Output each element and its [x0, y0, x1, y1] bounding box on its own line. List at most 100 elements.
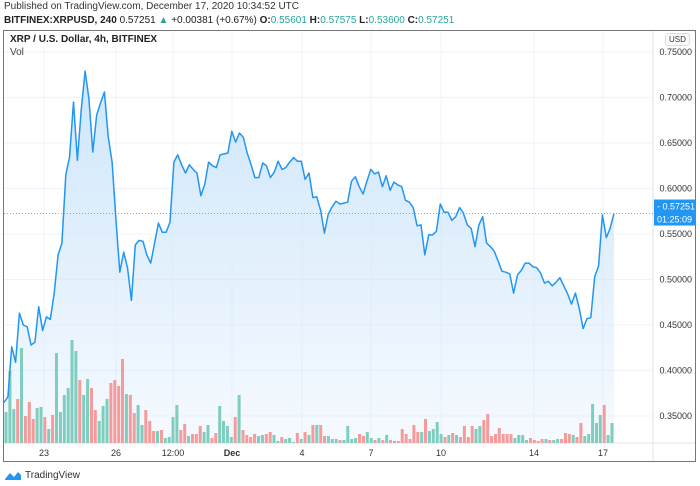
volume-bar	[404, 434, 408, 443]
x-tick-label: 4	[299, 448, 304, 458]
volume-bar	[210, 438, 214, 443]
volume-bar	[330, 439, 334, 443]
volume-bar	[459, 437, 462, 443]
volume-bar	[86, 379, 90, 443]
volume-bar	[490, 436, 494, 443]
volume-bar	[393, 441, 396, 443]
volume-bar	[82, 395, 86, 443]
volume-bar	[229, 437, 233, 443]
volume-bar	[222, 421, 225, 443]
volume-bar	[159, 430, 163, 443]
volume-bar	[482, 420, 486, 443]
volume-bar	[280, 437, 284, 443]
symbol-label: BITFINEX:XRPUSD, 240	[4, 15, 117, 26]
volume-bar	[369, 438, 373, 443]
volume-bar	[431, 429, 435, 443]
volume-bar	[462, 426, 466, 443]
volume-bar	[478, 426, 482, 443]
volume-bar	[470, 426, 474, 443]
volume-bar	[191, 434, 194, 443]
price-area-fill	[4, 71, 614, 443]
volume-bar	[51, 415, 55, 443]
volume-bar	[455, 435, 459, 443]
volume-bar	[439, 434, 443, 443]
volume-bar	[39, 407, 43, 443]
volume-bar	[389, 440, 393, 443]
volume-bar	[93, 410, 97, 443]
volume-bar	[517, 435, 521, 443]
price-change: +0.00381 (+0.67%)	[171, 15, 257, 26]
volume-bar	[8, 371, 12, 443]
volume-bar	[365, 432, 369, 443]
volume-bar	[128, 395, 132, 443]
volume-bar	[536, 441, 540, 443]
volume-bar	[595, 423, 598, 443]
volume-bar	[90, 388, 93, 443]
volume-bar	[505, 434, 509, 443]
volume-legend: Vol	[10, 47, 24, 58]
open-value: 0.55601	[270, 15, 307, 26]
volume-bar	[35, 408, 39, 443]
volume-bar	[156, 431, 159, 443]
tradingview-logo-icon	[5, 472, 21, 480]
volume-bar	[381, 440, 385, 443]
volume-bar	[307, 435, 311, 443]
close-label: C:	[407, 15, 419, 26]
tradingview-label: TradingView	[25, 469, 81, 481]
volume-bar	[567, 434, 571, 443]
volume-bar	[183, 424, 187, 443]
tradingview-logo[interactable]: TradingView	[4, 469, 80, 481]
volume-bar	[513, 438, 517, 443]
volume-bar	[563, 433, 567, 443]
volume-bar	[338, 440, 342, 443]
volume-bar	[361, 436, 365, 443]
volume-bar	[385, 435, 389, 443]
x-tick-label: 14	[529, 448, 539, 458]
volume-bar	[152, 431, 156, 443]
volume-bar	[58, 412, 62, 443]
volume-bar	[319, 425, 323, 443]
volume-bar	[583, 436, 587, 443]
volume-bar	[194, 434, 198, 443]
volume-bar	[610, 423, 614, 443]
x-tick-label: 26	[111, 448, 121, 458]
volume-bar	[233, 417, 237, 443]
volume-bar	[179, 430, 183, 443]
volume-bar	[268, 432, 272, 443]
volume-bar	[206, 425, 210, 443]
volume-bar	[354, 438, 358, 443]
volume-bar	[424, 419, 427, 443]
volume-bar	[214, 433, 218, 443]
countdown-tag	[654, 212, 696, 226]
volume-bar	[55, 353, 58, 443]
chart-legend-title: XRP / U.S. Dollar, 4h, BITFINEX	[10, 34, 158, 45]
symbol-info-line: BITFINEX:XRPUSD, 240 0.57251 ▲ +0.00381 …	[4, 15, 454, 26]
volume-bar	[575, 437, 579, 443]
volume-bar	[148, 421, 152, 443]
volume-bar	[253, 434, 257, 443]
volume-bar	[509, 434, 513, 443]
volume-bar	[377, 438, 381, 443]
volume-bar	[144, 410, 148, 443]
volume-bar	[311, 425, 315, 443]
y-tick-label: 0.55000	[659, 229, 692, 239]
volume-bar	[606, 435, 610, 443]
y-tick-label: 0.60000	[659, 184, 692, 194]
volume-bar	[272, 435, 276, 443]
volume-bar	[497, 428, 501, 443]
volume-bar	[140, 425, 144, 443]
volume-bar	[591, 404, 595, 443]
volume-bar	[171, 417, 175, 443]
volume-bar	[124, 394, 128, 443]
open-label: O:	[259, 15, 271, 26]
volume-bar	[198, 426, 202, 443]
volume-bar	[101, 406, 105, 443]
volume-bar	[560, 439, 563, 443]
volume-bar	[78, 380, 82, 443]
volume-bar	[416, 432, 420, 443]
volume-bar	[501, 434, 505, 443]
volume-bar	[299, 439, 303, 443]
current-price-tag	[654, 199, 696, 213]
currency-button[interactable]: USD	[665, 33, 690, 46]
